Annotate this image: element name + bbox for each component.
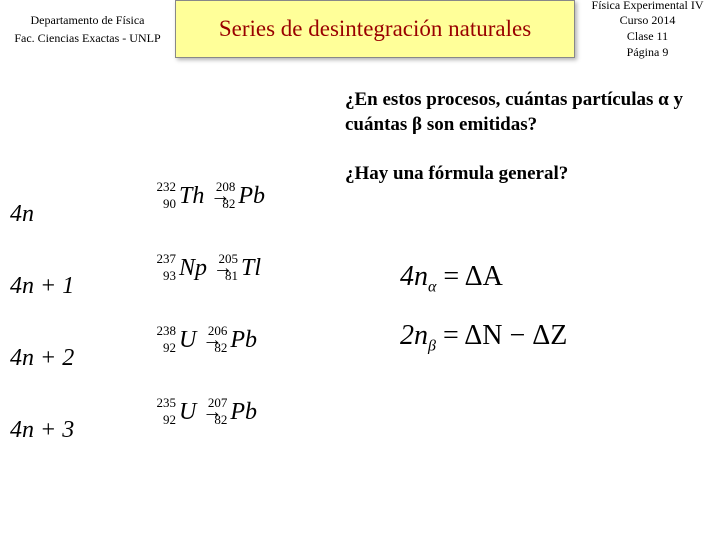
mass-number: 207 — [208, 395, 228, 411]
parent-nuclide: 235 92 U — [177, 399, 196, 426]
atomic-number: 90 — [163, 196, 176, 212]
mass-number: 237 — [157, 251, 177, 267]
daughter-nuclide: 207 82 Pb — [228, 399, 257, 426]
element-symbol: Pb — [228, 327, 257, 353]
atomic-number: 82 — [222, 196, 235, 212]
atomic-number: 92 — [163, 340, 176, 356]
mass-number: 205 — [219, 251, 239, 267]
element-symbol: Pb — [236, 183, 265, 209]
course-name: Física Experimental IV — [592, 0, 704, 13]
daughter-nuclide: 206 82 Pb — [228, 327, 257, 354]
series-label: 4n + 1 — [10, 250, 74, 322]
series-labels: 4n 4n + 1 4n + 2 4n + 3 — [10, 178, 74, 466]
course-year: Curso 2014 — [620, 13, 676, 29]
element-symbol: Np — [177, 255, 207, 281]
decay-row: 235 92 U → 207 82 Pb — [175, 376, 267, 448]
series-label: 4n + 3 — [10, 394, 74, 466]
formula-text: 2n — [400, 320, 428, 351]
parent-nuclide: 238 92 U — [177, 327, 196, 354]
decay-row: 232 90 Th → 208 82 Pb — [175, 160, 267, 232]
formula-alpha: 4nα = ΔA — [400, 248, 567, 307]
element-symbol: Pb — [228, 399, 257, 425]
atomic-number: 82 — [214, 340, 227, 356]
header-course-info: Física Experimental IV Curso 2014 Clase … — [575, 0, 720, 58]
mass-number: 232 — [157, 179, 177, 195]
alpha-symbol: α — [658, 89, 669, 110]
atomic-number: 93 — [163, 268, 176, 284]
decay-row: 237 93 Np → 205 81 Tl — [175, 232, 267, 304]
element-symbol: Tl — [239, 255, 261, 281]
formula-block: 4nα = ΔA 2nβ = ΔN − ΔZ — [400, 248, 567, 366]
atomic-number: 92 — [163, 412, 176, 428]
formula-text: = ΔN − ΔZ — [436, 320, 567, 351]
title-box: Series de desintegración naturales — [175, 0, 575, 58]
parent-nuclide: 232 90 Th — [177, 183, 204, 210]
parent-nuclide: 237 93 Np — [177, 255, 207, 282]
daughter-nuclide: 208 82 Pb — [236, 183, 265, 210]
dept-name: Departamento de Física — [31, 11, 145, 29]
slide-header: Departamento de Física Fac. Ciencias Exa… — [0, 0, 720, 58]
decay-reactions: 232 90 Th → 208 82 Pb 237 93 Np → 205 81… — [175, 160, 267, 448]
mass-number: 238 — [157, 323, 177, 339]
element-symbol: Th — [177, 183, 204, 209]
daughter-nuclide: 205 81 Tl — [239, 255, 261, 282]
question-text: ¿En estos procesos, cuántas partículas — [345, 89, 658, 110]
mass-number: 208 — [216, 179, 236, 195]
question-formula: ¿Hay una fórmula general? — [345, 163, 685, 185]
series-label: 4n + 2 — [10, 322, 74, 394]
class-number: Clase 11 — [627, 29, 668, 45]
mass-number: 206 — [208, 323, 228, 339]
question-particles: ¿En estos procesos, cuántas partículas α… — [345, 88, 705, 137]
atomic-number: 81 — [225, 268, 238, 284]
slide-title: Series de desintegración naturales — [219, 16, 531, 42]
formula-text: = ΔA — [436, 261, 502, 292]
question-text: son emitidas? — [422, 114, 537, 135]
element-symbol: U — [177, 399, 196, 425]
formula-text: 4n — [400, 261, 428, 292]
header-affiliation: Departamento de Física Fac. Ciencias Exa… — [0, 0, 175, 58]
page-number: Página 9 — [627, 45, 669, 61]
decay-row: 238 92 U → 206 82 Pb — [175, 304, 267, 376]
series-label: 4n — [10, 178, 74, 250]
formula-subscript: β — [428, 337, 436, 354]
element-symbol: U — [177, 327, 196, 353]
beta-symbol: β — [412, 114, 422, 135]
formula-beta: 2nβ = ΔN − ΔZ — [400, 307, 567, 366]
mass-number: 235 — [157, 395, 177, 411]
atomic-number: 82 — [214, 412, 227, 428]
faculty-name: Fac. Ciencias Exactas - UNLP — [14, 29, 160, 47]
